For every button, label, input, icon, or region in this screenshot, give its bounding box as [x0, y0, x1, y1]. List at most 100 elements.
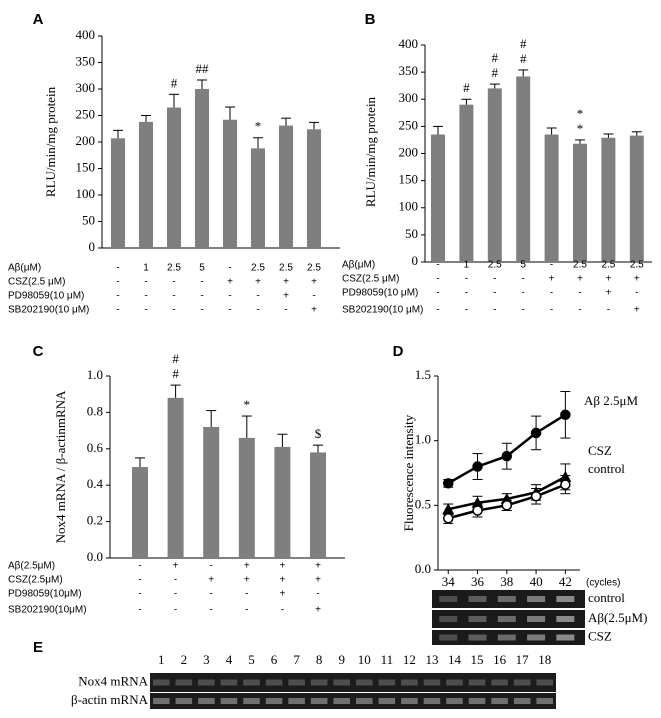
condition-cell: + — [255, 277, 261, 288]
panel-letter: D — [393, 343, 404, 360]
gel-band — [556, 616, 575, 622]
gel-band — [333, 698, 350, 704]
condition-cell: - — [522, 288, 525, 299]
lane-number: 1 — [158, 652, 165, 667]
condition-cell: + — [634, 274, 640, 285]
lane-number: 7 — [293, 652, 300, 667]
condition-cell: + — [279, 561, 285, 572]
x-tick-label: 34 — [442, 574, 456, 589]
y-tick-label: 350 — [399, 63, 419, 78]
condition-cell: - — [436, 260, 439, 271]
gel-band — [265, 679, 283, 686]
panel-letter: B — [365, 11, 376, 28]
gel-band — [356, 698, 373, 704]
condition-cell: - — [138, 589, 141, 600]
condition-cell: - — [284, 305, 287, 316]
lane-number: 11 — [381, 652, 394, 667]
y-tick-label: 100 — [76, 186, 96, 201]
condition-cell: - — [174, 575, 177, 586]
condition-cell: - — [493, 288, 496, 299]
condition-cell: + — [315, 605, 321, 616]
bar — [310, 452, 326, 558]
marker — [442, 478, 454, 489]
condition-cell: 2.5 — [573, 260, 587, 271]
y-tick-label: 300 — [76, 80, 96, 95]
gel-band — [356, 679, 373, 686]
y-tick-label: 50 — [405, 226, 418, 241]
bar — [223, 119, 237, 249]
annotation: * — [255, 119, 262, 134]
condition-cell: - — [493, 274, 496, 285]
bar — [544, 134, 559, 262]
condition-cell: - — [465, 288, 468, 299]
gel-band — [497, 634, 516, 641]
condition-cell: - — [550, 260, 553, 271]
condition-label: PD98059(10 μM) — [342, 288, 418, 299]
gel-band — [439, 634, 458, 641]
marker — [530, 491, 542, 502]
condition-cell: - — [138, 605, 141, 616]
annotation: # — [492, 65, 499, 80]
gel-band — [423, 698, 441, 704]
y-tick-label: 250 — [399, 117, 419, 132]
y-tick-label: 150 — [76, 159, 96, 174]
condition-cell: + — [605, 274, 611, 285]
gel-band — [333, 679, 350, 686]
x-tick-label: 38 — [500, 574, 513, 589]
annotation: * — [577, 106, 584, 121]
y-tick-label: 200 — [76, 133, 96, 148]
gel-band — [536, 679, 553, 686]
lane-number: 15 — [471, 652, 484, 667]
annotation: * — [577, 121, 584, 136]
condition-cell: - — [144, 291, 147, 302]
annotation: # — [172, 351, 179, 366]
bar — [195, 89, 209, 248]
condition-cell: - — [550, 288, 553, 299]
condition-cell: + — [634, 305, 640, 316]
bar — [573, 143, 587, 262]
gel-band — [513, 698, 531, 704]
y-axis-label: RLU/min/mg protein — [363, 96, 378, 207]
gel-band — [153, 679, 170, 686]
condition-cell: 5 — [520, 260, 526, 271]
gel-band — [468, 679, 486, 686]
condition-cell: + — [227, 277, 233, 288]
condition-cell: - — [210, 589, 213, 600]
bar — [431, 134, 445, 262]
condition-cell: + — [549, 274, 555, 285]
y-tick-label: 100 — [399, 199, 419, 214]
gel-band — [220, 698, 238, 704]
gel-strip — [150, 693, 556, 709]
y-axis-label: Fluorescence intensity — [401, 414, 416, 531]
gel-label: Aβ(2.5μM) — [588, 610, 647, 625]
condition-cell: - — [144, 305, 147, 316]
y-tick-label: 0.0 — [87, 549, 103, 564]
condition-cell: + — [605, 288, 611, 299]
condition-cell: - — [210, 561, 213, 572]
bar — [238, 437, 255, 558]
gel-band — [153, 698, 170, 704]
gel-band — [175, 698, 193, 704]
gel-band — [288, 698, 305, 704]
gel-band — [513, 679, 531, 686]
gel-band — [288, 679, 305, 686]
condition-cell: - — [200, 291, 203, 302]
condition-cell: - — [256, 305, 259, 316]
gel-band — [198, 679, 215, 686]
y-tick-label: 250 — [76, 106, 96, 121]
condition-cell: + — [315, 575, 321, 586]
condition-cell: 1 — [464, 260, 470, 271]
gel-label: control — [588, 590, 625, 605]
y-tick-label: 0.0 — [415, 561, 431, 576]
condition-cell: - — [228, 291, 231, 302]
marker — [472, 505, 483, 516]
lane-number: 9 — [338, 652, 345, 667]
condition-cell: - — [436, 288, 439, 299]
marker — [501, 450, 513, 462]
x-tick-label: 36 — [471, 574, 485, 589]
condition-cell: 2.5 — [630, 260, 644, 271]
condition-cell: - — [116, 305, 119, 316]
y-axis-label: Nox4 mRNA / β-actinmRNA — [53, 390, 68, 543]
condition-label: CSZ(2.5 μM) — [8, 277, 65, 288]
annotation: $ — [315, 426, 322, 441]
